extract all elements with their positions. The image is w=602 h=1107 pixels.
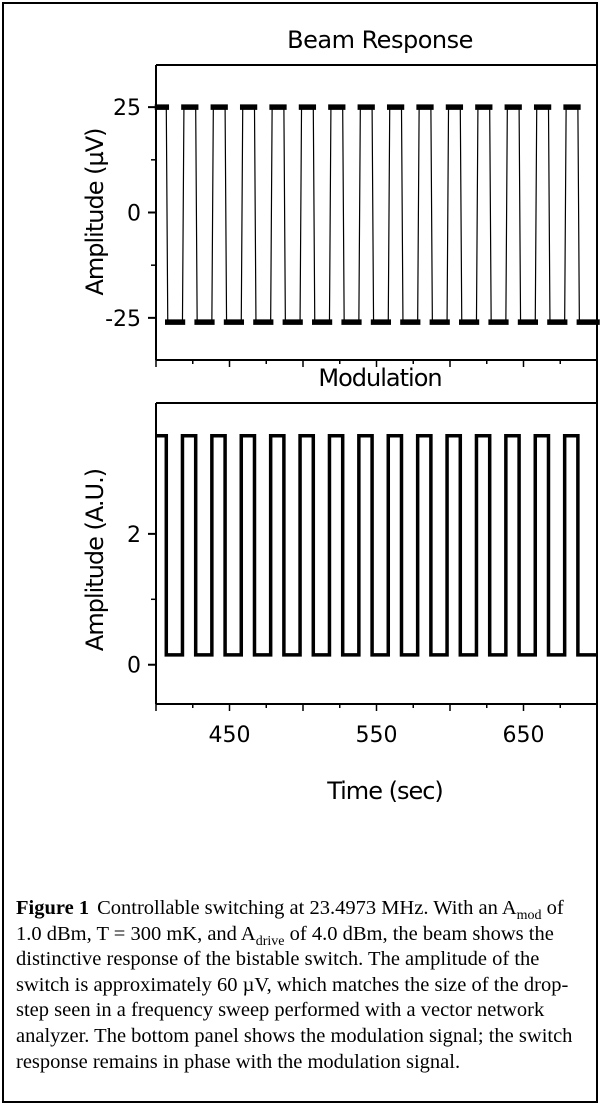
- bottom-axes: 2 0 450 550 650: [127, 402, 598, 748]
- bottom-y-axis-label: Amplitude (A.U.): [81, 469, 109, 651]
- caption-text-2: of 1.0 dBm, T = 300 mK, and A: [16, 897, 564, 945]
- caption-text-1: Controllable switching at 23.4973 MHz. W…: [97, 897, 517, 919]
- top-series-line: [157, 106, 597, 323]
- bottom-y-tick-label: 2: [127, 523, 141, 548]
- bottom-y-tick-label: 0: [127, 654, 141, 679]
- caption-label: Figure 1: [16, 897, 90, 919]
- bottom-x-tick-label: 450: [209, 723, 251, 748]
- bottom-series-line: [156, 433, 597, 657]
- top-axes: 25 0 -25: [105, 64, 598, 367]
- figure-caption: Figure 1 Controllable switching at 23.497…: [16, 896, 588, 1075]
- top-y-tick-label: 25: [113, 96, 141, 121]
- bottom-series: [156, 433, 597, 657]
- bottom-x-axis-label: Time (sec): [326, 777, 443, 805]
- caption-text-3: of 4.0 dBm, the beam shows the distincti…: [16, 922, 573, 1073]
- beam-response-panel: Beam Response Amplitude (µV) 25 0 -25: [81, 26, 600, 367]
- modulation-panel: Modulation Amplitude (A.U.) Time (sec) 2…: [81, 364, 598, 805]
- bottom-x-tick-label: 650: [503, 723, 545, 748]
- top-series: [154, 104, 600, 325]
- figure-plots: Beam Response Amplitude (µV) 25 0 -25 Modu…: [81, 26, 600, 805]
- top-y-axis-label: Amplitude (µV): [81, 128, 109, 295]
- caption-sub-mod: mod: [516, 908, 542, 924]
- top-y-tick-label: 0: [127, 202, 141, 227]
- bottom-x-tick-label: 550: [356, 723, 398, 748]
- top-y-tick-label: -25: [105, 307, 141, 332]
- caption-sub-drive: drive: [255, 933, 285, 949]
- top-chart-title: Beam Response: [287, 26, 473, 54]
- bottom-chart-title: Modulation: [318, 364, 441, 392]
